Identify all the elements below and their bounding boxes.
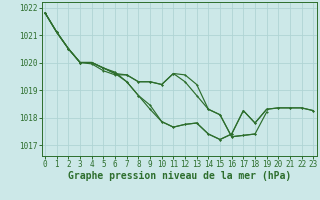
X-axis label: Graphe pression niveau de la mer (hPa): Graphe pression niveau de la mer (hPa) [68, 171, 291, 181]
